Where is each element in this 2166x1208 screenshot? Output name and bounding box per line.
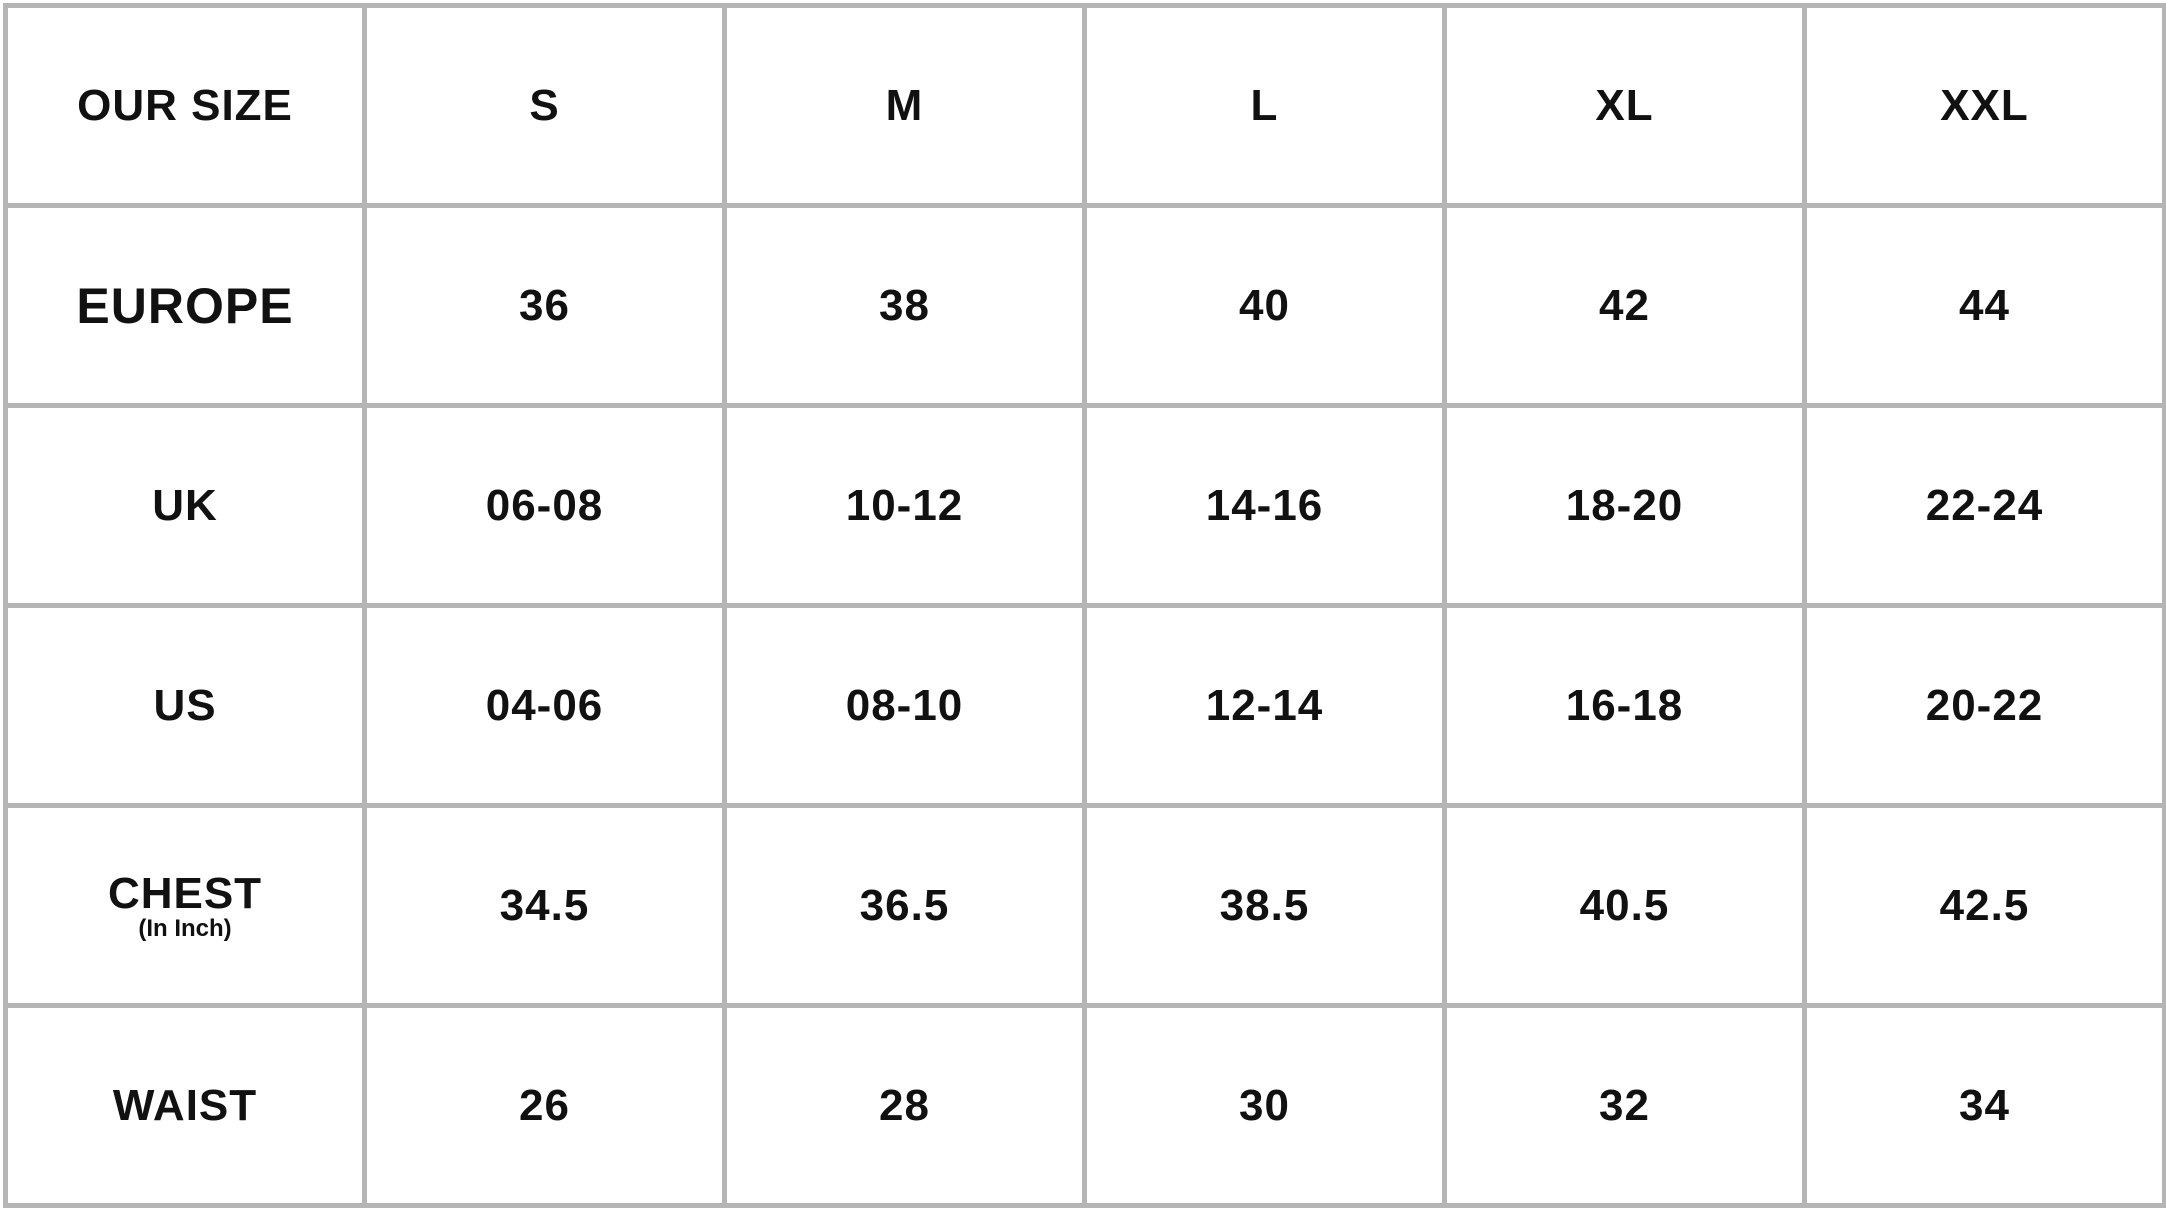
header-size-m: M: [727, 8, 1087, 208]
table-cell-text: 38: [879, 280, 930, 330]
header-size-xxl-text: XXL: [1940, 80, 2029, 130]
row-label-uk-text: UK: [152, 480, 218, 530]
table-cell-text: 38.5: [1219, 880, 1310, 930]
table-cell-text: 06-08: [485, 480, 604, 530]
table-cell: 36: [367, 208, 727, 408]
header-label: OUR SIZE: [8, 8, 367, 208]
table-cell-text: 36: [519, 280, 570, 330]
table-cell: 20-22: [1807, 608, 2166, 808]
table-cell: 36.5: [727, 808, 1087, 1008]
header-size-xl-text: XL: [1595, 80, 1654, 130]
table-cell: 06-08: [367, 408, 727, 608]
table-cell: 18-20: [1447, 408, 1807, 608]
table-cell: 22-24: [1807, 408, 2166, 608]
header-size-l: L: [1087, 8, 1447, 208]
table-cell: 44: [1807, 208, 2166, 408]
table-cell: 40: [1087, 208, 1447, 408]
table-cell-text: 40: [1239, 280, 1290, 330]
table-cell-text: 04-06: [485, 680, 604, 730]
row-label-us-text: US: [153, 680, 217, 730]
table-cell-text: 22-24: [1925, 480, 2044, 530]
row-label-waist: WAIST: [8, 1008, 367, 1208]
table-cell: 32: [1447, 1008, 1807, 1208]
table-cell: 38.5: [1087, 808, 1447, 1008]
header-size-xl: XL: [1447, 8, 1807, 208]
table-cell-text: 10-12: [845, 480, 964, 530]
row-label-us: US: [8, 608, 367, 808]
table-cell-text: 42.5: [1939, 880, 2030, 930]
table-cell-text: 30: [1239, 1080, 1290, 1130]
table-cell-text: 08-10: [845, 680, 964, 730]
row-label-europe: EUROPE: [8, 208, 367, 408]
header-size-m-text: M: [885, 80, 924, 130]
row-label-europe-text: EUROPE: [76, 277, 294, 334]
table-cell: 34.5: [367, 808, 727, 1008]
table-cell-text: 34: [1959, 1080, 2010, 1130]
row-label-chest: CHEST (In Inch): [8, 808, 367, 1008]
table-cell-text: 18-20: [1565, 480, 1684, 530]
table-cell-text: 28: [879, 1080, 930, 1130]
table-cell-text: 40.5: [1579, 880, 1670, 930]
table-cell: 14-16: [1087, 408, 1447, 608]
header-label-text: OUR SIZE: [77, 80, 293, 130]
table-cell: 26: [367, 1008, 727, 1208]
table-cell-text: 44: [1959, 280, 2010, 330]
row-label-waist-text: WAIST: [112, 1080, 258, 1130]
table-cell: 40.5: [1447, 808, 1807, 1008]
table-cell: 42: [1447, 208, 1807, 408]
table-cell: 16-18: [1447, 608, 1807, 808]
table-cell: 30: [1087, 1008, 1447, 1208]
table-cell-text: 14-16: [1205, 480, 1324, 530]
header-size-xxl: XXL: [1807, 8, 2166, 208]
table-cell-text: 26: [519, 1080, 570, 1130]
header-size-l-text: L: [1250, 80, 1279, 130]
table-cell-text: 16-18: [1565, 680, 1684, 730]
table-cell: 08-10: [727, 608, 1087, 808]
unit-note: (In Inch): [138, 914, 232, 942]
table-cell: 38: [727, 208, 1087, 408]
table-cell: 34: [1807, 1008, 2166, 1208]
table-cell-text: 12-14: [1205, 680, 1324, 730]
table-cell: 42.5: [1807, 808, 2166, 1008]
table-cell: 28: [727, 1008, 1087, 1208]
row-label-uk: UK: [8, 408, 367, 608]
table-cell-text: 42: [1599, 280, 1650, 330]
table-cell: 12-14: [1087, 608, 1447, 808]
table-cell-text: 36.5: [859, 880, 950, 930]
header-size-s-text: S: [529, 80, 560, 130]
table-cell-text: 34.5: [499, 880, 590, 930]
table-cell-text: 32: [1599, 1080, 1650, 1130]
row-label-chest-text: CHEST: [107, 868, 263, 918]
table-cell: 10-12: [727, 408, 1087, 608]
size-chart-table: OUR SIZE S M L XL XXL EUROPE 36 38 40 42 44 UK 06-08 1…: [3, 3, 2166, 1208]
table-cell: 04-06: [367, 608, 727, 808]
table-cell-text: 20-22: [1925, 680, 2044, 730]
header-size-s: S: [367, 8, 727, 208]
